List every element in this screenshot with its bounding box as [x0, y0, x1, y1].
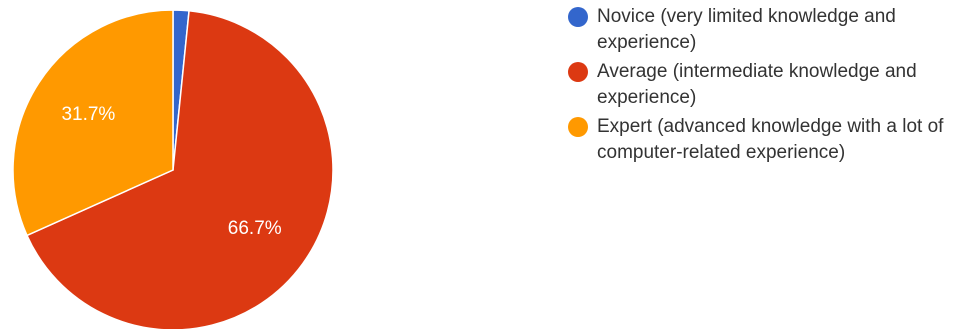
legend-swatch-novice: [568, 7, 588, 27]
legend-label-average: Average (intermediate knowledge and expe…: [597, 61, 917, 108]
slice-label-expert: 31.7%: [61, 104, 115, 125]
legend-item-average[interactable]: Average (intermediate knowledge and expe…: [568, 59, 968, 111]
legend-label-novice: Novice (very limited knowledge and exper…: [597, 6, 896, 53]
pie-slice-average[interactable]: [25, 9, 334, 329]
legend-item-expert[interactable]: Expert (advanced knowledge with a lot of…: [568, 114, 968, 166]
pie-slice-expert[interactable]: [12, 9, 174, 237]
legend-label-expert: Expert (advanced knowledge with a lot of…: [597, 116, 944, 163]
slice-label-average: 66.7%: [228, 218, 282, 239]
chart-legend: Novice (very limited knowledge and exper…: [568, 4, 968, 169]
pie-chart: 66.7% 31.7%: [12, 9, 334, 329]
legend-item-novice[interactable]: Novice (very limited knowledge and exper…: [568, 4, 968, 56]
legend-swatch-expert: [568, 117, 588, 137]
legend-swatch-average: [568, 62, 588, 82]
